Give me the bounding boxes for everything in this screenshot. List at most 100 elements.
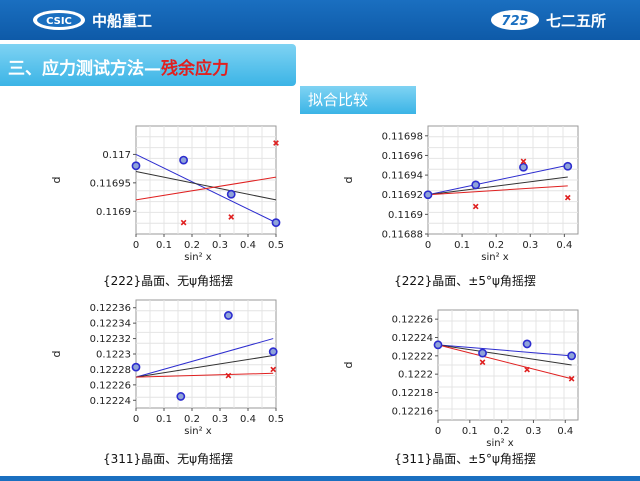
data-point-circle xyxy=(471,180,481,190)
y-tick-label: 0.12222 xyxy=(392,351,433,362)
data-point-circle xyxy=(522,339,532,349)
y-axis-label: d xyxy=(342,177,355,184)
y-tick-label: 0.12226 xyxy=(392,315,433,326)
y-tick-label: 0.12216 xyxy=(392,406,433,417)
y-tick-label: 0.117 xyxy=(102,150,131,161)
section-title-bar: 三、应力测试方法—残余应力 xyxy=(0,44,296,86)
data-point-x xyxy=(472,203,479,210)
fit-line xyxy=(135,338,274,378)
data-point-circle xyxy=(519,162,528,172)
y-axis-label: d xyxy=(50,351,63,358)
x-axis-label: sin² x xyxy=(184,426,212,437)
y-tick-label: 0.12218 xyxy=(392,388,433,399)
csic-badge-icon: CSIC xyxy=(33,10,85,30)
fit-line xyxy=(437,344,572,380)
x-tick-label: 0.2 xyxy=(184,240,200,251)
x-axis-label: sin² x xyxy=(184,252,212,263)
data-point-x xyxy=(180,219,187,226)
x-tick-label: 0.2 xyxy=(494,426,510,437)
chart-222-no-psi: 0 0.1 0.2 0.3 0.4 0.5 0.1169 0.11695 0.117 sin² x… xyxy=(50,125,284,263)
institute-logo: 725 七二五所 xyxy=(490,8,606,32)
data-point-circle xyxy=(268,347,278,357)
data-point-circle xyxy=(478,348,487,358)
data-point-x xyxy=(564,194,571,201)
chart-222-psi5: 0 0.1 0.2 0.3 0.4 0.11688 0.1169 0.11692 0.11694… xyxy=(342,125,579,263)
y-axis-label: d xyxy=(342,362,355,369)
x-tick-label: 0.1 xyxy=(462,426,478,437)
data-point-circle xyxy=(567,351,577,361)
x-tick-label: 0 xyxy=(133,414,139,425)
fit-line xyxy=(427,176,568,196)
x-axis-label: sin² x xyxy=(486,438,514,448)
data-point-circle xyxy=(423,190,433,200)
csic-logo-text: CSIC xyxy=(46,16,72,27)
data-point-x xyxy=(520,158,527,165)
fit-line xyxy=(135,355,274,378)
y-tick-label: 0.1223 xyxy=(96,350,131,361)
y-tick-label: 0.1222 xyxy=(398,370,433,381)
csic-logo: CSIC 中船重工 xyxy=(32,8,152,32)
chart-222-psi5-caption: {222}晶面、±5°ψ角摇摆 xyxy=(394,274,536,288)
fit-line xyxy=(427,164,568,196)
x-tick-label: 0.1 xyxy=(156,240,172,251)
y-tick-label: 0.11695 xyxy=(90,178,131,189)
chart-311-psi5: 0 0.1 0.2 0.3 0.4 0.12216 0.12218 0.1222 0.12222… xyxy=(342,309,579,448)
data-point-x xyxy=(524,366,530,373)
data-point-x xyxy=(228,214,235,220)
data-point-circle xyxy=(433,340,443,350)
x-tick-label: 0.4 xyxy=(556,240,572,251)
left-brand-name: 中船重工 xyxy=(92,11,153,30)
data-point-circle xyxy=(223,311,233,320)
x-tick-label: 0.4 xyxy=(557,426,573,437)
x-tick-label: 0.3 xyxy=(522,240,538,251)
x-tick-label: 0.1 xyxy=(156,414,172,425)
chart-311-no-psi-caption: {311}晶面、无ψ角摇摆 xyxy=(102,452,234,466)
fit-line xyxy=(427,185,568,196)
x-tick-label: 0.5 xyxy=(268,414,284,425)
institute-badge-icon: 725 xyxy=(490,10,539,30)
fit-line xyxy=(135,372,274,378)
fit-line xyxy=(135,176,277,201)
data-point-x xyxy=(270,366,277,373)
x-tick-label: 0.5 xyxy=(268,240,284,251)
y-tick-label: 0.11696 xyxy=(382,151,423,162)
section-title: 三、应力测试方法—残余应力 xyxy=(8,54,229,79)
data-point-x xyxy=(568,375,575,382)
y-tick-label: 0.1169 xyxy=(388,210,423,221)
x-tick-label: 0 xyxy=(425,240,431,251)
institute-logo-text: 725 xyxy=(501,14,528,29)
y-tick-label: 0.1169 xyxy=(96,207,131,218)
data-point-circle xyxy=(131,161,141,171)
y-tick-label: 0.12226 xyxy=(90,380,131,391)
x-tick-label: 0.4 xyxy=(240,240,256,251)
section-title-prefix: 三、应力测试方法— xyxy=(8,59,161,79)
data-point-circle xyxy=(176,392,186,401)
data-point-x xyxy=(225,372,232,379)
y-tick-label: 0.12236 xyxy=(90,303,131,314)
data-point-circle xyxy=(271,218,281,228)
x-tick-label: 0 xyxy=(435,426,441,437)
x-tick-label: 0 xyxy=(133,240,139,251)
chart-311-no-psi: 0 0.1 0.2 0.3 0.4 0.5 0.12224 0.12226 0.12228 0.1… xyxy=(50,299,284,437)
x-tick-label: 0.1 xyxy=(454,240,470,251)
data-point-x xyxy=(479,359,486,366)
y-tick-label: 0.12224 xyxy=(392,333,433,344)
fit-line xyxy=(135,170,277,201)
right-brand-name: 七二五所 xyxy=(545,11,606,30)
x-tick-label: 0.3 xyxy=(526,426,542,437)
chart-222-no-psi-caption: {222}晶面、无ψ角摇摆 xyxy=(102,274,234,288)
data-point-circle xyxy=(226,189,236,199)
header-bar: CSIC 中船重工 725 七二五所 xyxy=(0,0,640,40)
y-tick-label: 0.12234 xyxy=(90,319,131,330)
x-axis-label: sin² x xyxy=(481,252,509,263)
footer-line xyxy=(0,476,640,481)
x-tick-label: 0.2 xyxy=(488,240,504,251)
x-tick-label: 0.3 xyxy=(212,414,228,425)
section-title-accent: 残余应力 xyxy=(161,59,229,79)
y-axis-label: d xyxy=(50,177,63,184)
data-point-circle xyxy=(179,155,188,165)
data-point-circle xyxy=(131,362,141,372)
x-tick-label: 0.4 xyxy=(240,414,256,425)
y-tick-label: 0.11692 xyxy=(382,190,423,201)
data-point-x xyxy=(273,140,279,146)
